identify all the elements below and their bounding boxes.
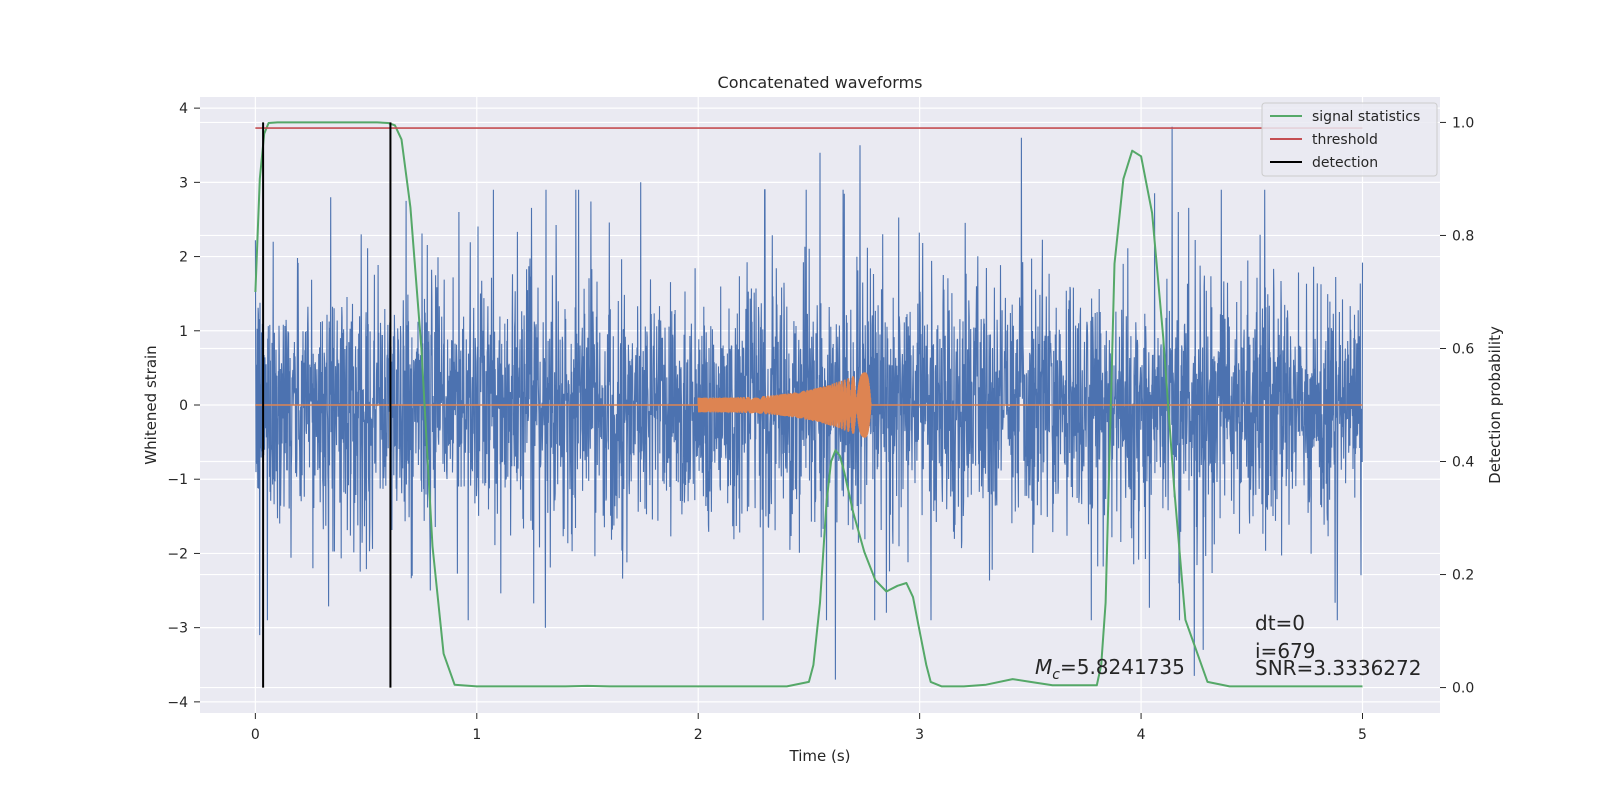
y-tick-label-left-0: −4 bbox=[167, 695, 188, 711]
annotation-chirp-mass-value: =5.8241735 bbox=[1060, 655, 1185, 679]
annotation-chirp-mass: Mc=5.8241735 bbox=[1035, 655, 1185, 683]
x-tick-label-1: 1 bbox=[472, 727, 481, 743]
strain-line bbox=[254, 126, 1364, 680]
x-tick-label-3: 3 bbox=[915, 727, 924, 743]
legend-box bbox=[1261, 102, 1438, 177]
probability-overlay bbox=[254, 121, 1363, 688]
y-tick-label-left-3: −1 bbox=[167, 472, 188, 488]
annotation-chirp-mass-subscript: c bbox=[1052, 667, 1060, 683]
y-tick-label-right-0: 0.0 bbox=[1452, 681, 1474, 697]
x-tick-label-4: 4 bbox=[1137, 727, 1146, 743]
template-line bbox=[255, 372, 1363, 438]
y-tick-label-left-2: −2 bbox=[167, 546, 188, 562]
annotation-snr: SNR=3.3336272 bbox=[1255, 656, 1421, 680]
legend-label-signal-statistics: signal statistics bbox=[1312, 109, 1420, 125]
annotation-dt: dt=0 bbox=[1255, 611, 1305, 635]
y-tick-label-right-5: 1.0 bbox=[1452, 115, 1474, 131]
y-tick-label-left-1: −3 bbox=[167, 621, 188, 637]
y-tick-label-left-4: 0 bbox=[179, 398, 188, 414]
y-tick-label-right-4: 0.8 bbox=[1452, 228, 1474, 244]
x-tick-label-0: 0 bbox=[251, 727, 260, 743]
legend-label-threshold: threshold bbox=[1312, 132, 1378, 148]
signal-statistics-line bbox=[254, 121, 1363, 688]
x-axis-label: Time (s) bbox=[789, 747, 851, 765]
x-tick-label-5: 5 bbox=[1358, 727, 1367, 743]
y-tick-label-left-6: 2 bbox=[179, 250, 188, 266]
y-tick-label-right-2: 0.4 bbox=[1452, 455, 1474, 471]
strain-series bbox=[254, 126, 1364, 680]
ticks: 0 1 2 3 4 5 −4 −3 −2 −1 0 1 2 3 4 0.0 0.2 0.4 0.6 0.8 1.0 bbox=[167, 101, 1474, 743]
template-series bbox=[255, 372, 1363, 438]
y-tick-label-right-1: 0.2 bbox=[1452, 568, 1474, 584]
y-axis-label-left: Whitened strain bbox=[142, 345, 160, 464]
annotation-index: i=679 bbox=[1255, 639, 1316, 663]
y-tick-label-left-8: 4 bbox=[179, 101, 188, 117]
x-tick-label-2: 2 bbox=[694, 727, 703, 743]
y-tick-label-left-5: 1 bbox=[179, 324, 188, 340]
y-tick-label-left-7: 3 bbox=[179, 175, 188, 191]
legend-label-detection: detection bbox=[1312, 155, 1378, 171]
chart-title: Concatenated waveforms bbox=[718, 73, 923, 92]
y-tick-label-right-3: 0.6 bbox=[1452, 341, 1474, 357]
legend: signal statistics threshold detection bbox=[1261, 102, 1438, 177]
y-axis-label-right: Detection probability bbox=[1486, 326, 1504, 484]
annotation-chirp-mass-symbol: M bbox=[1035, 655, 1052, 679]
